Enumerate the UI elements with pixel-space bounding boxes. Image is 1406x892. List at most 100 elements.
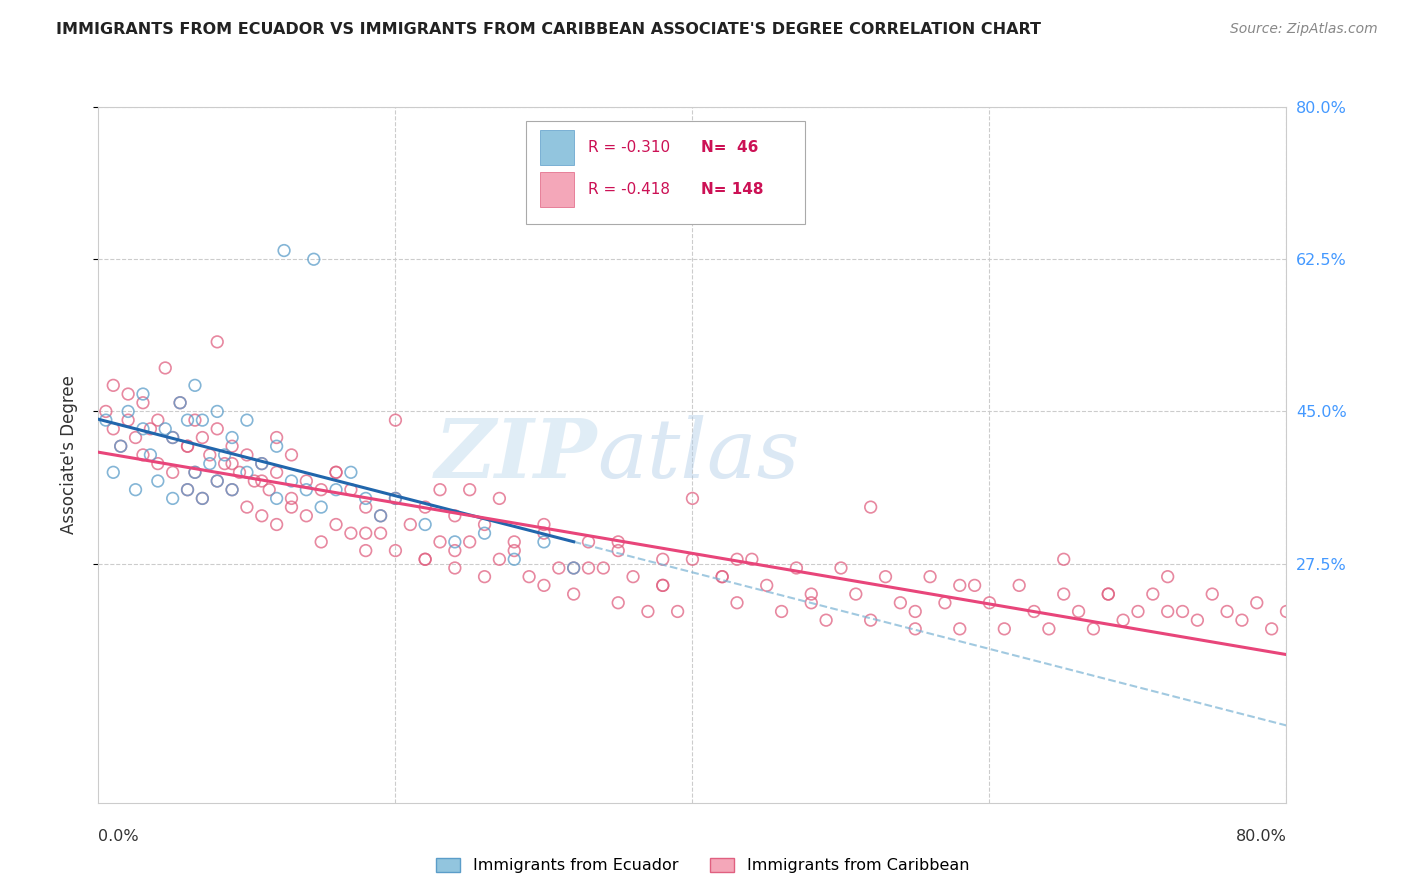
- Point: [651, 578, 673, 592]
- Point: [169, 396, 191, 410]
- Point: [637, 605, 659, 619]
- Point: [830, 561, 852, 575]
- Text: R = -0.310: R = -0.310: [588, 140, 671, 155]
- Text: R = -0.418: R = -0.418: [588, 182, 669, 196]
- Point: [139, 422, 162, 436]
- Point: [110, 439, 132, 453]
- Point: [250, 457, 273, 471]
- Point: [325, 466, 347, 480]
- Point: [458, 534, 481, 549]
- Point: [280, 491, 302, 506]
- Point: [103, 378, 125, 392]
- Point: [266, 517, 288, 532]
- Point: [1171, 605, 1194, 619]
- Point: [384, 491, 406, 506]
- Point: [1097, 587, 1119, 601]
- Point: [176, 483, 198, 497]
- Point: [370, 526, 392, 541]
- Point: [325, 483, 347, 497]
- Point: [354, 543, 377, 558]
- Point: [266, 439, 288, 453]
- Point: [207, 422, 229, 436]
- Point: [845, 587, 868, 601]
- Point: [993, 622, 1015, 636]
- Point: [221, 439, 243, 453]
- Point: [132, 387, 155, 401]
- Point: [198, 457, 221, 471]
- Point: [666, 605, 689, 619]
- Point: [384, 543, 406, 558]
- Point: [889, 596, 911, 610]
- Point: [354, 500, 377, 514]
- Point: [755, 578, 778, 592]
- Point: [920, 570, 942, 584]
- Point: [800, 587, 823, 601]
- Point: [904, 605, 927, 619]
- Point: [325, 466, 347, 480]
- Point: [859, 500, 882, 514]
- Point: [503, 534, 526, 549]
- Point: [741, 552, 763, 566]
- Point: [517, 570, 540, 584]
- Point: [725, 552, 748, 566]
- Point: [155, 422, 177, 436]
- Point: [592, 561, 614, 575]
- Point: [949, 622, 972, 636]
- Text: IMMIGRANTS FROM ECUADOR VS IMMIGRANTS FROM CARIBBEAN ASSOCIATE'S DEGREE CORRELAT: IMMIGRANTS FROM ECUADOR VS IMMIGRANTS FR…: [56, 22, 1042, 37]
- Point: [562, 587, 585, 601]
- Point: [963, 578, 986, 592]
- Point: [1187, 613, 1209, 627]
- Point: [1083, 622, 1105, 636]
- Point: [207, 334, 229, 349]
- Point: [384, 413, 406, 427]
- Point: [474, 526, 496, 541]
- Point: [257, 483, 280, 497]
- Point: [621, 570, 644, 584]
- Point: [176, 439, 198, 453]
- Point: [236, 466, 259, 480]
- Point: [578, 561, 600, 575]
- Point: [370, 508, 392, 523]
- Point: [221, 457, 243, 471]
- Point: [934, 596, 956, 610]
- Point: [770, 605, 793, 619]
- Point: [162, 491, 184, 506]
- Point: [1275, 605, 1298, 619]
- Point: [132, 448, 155, 462]
- Point: [110, 439, 132, 453]
- Point: [221, 431, 243, 445]
- FancyBboxPatch shape: [540, 130, 574, 165]
- Point: [533, 517, 555, 532]
- Text: N=  46: N= 46: [700, 140, 758, 155]
- Point: [117, 404, 139, 418]
- Point: [1126, 605, 1149, 619]
- Point: [651, 552, 673, 566]
- Point: [250, 474, 273, 488]
- Text: atlas: atlas: [598, 415, 800, 495]
- Point: [273, 244, 295, 258]
- Point: [533, 534, 555, 549]
- Point: [607, 534, 630, 549]
- Point: [711, 570, 734, 584]
- Point: [266, 431, 288, 445]
- Point: [578, 534, 600, 549]
- Point: [207, 404, 229, 418]
- Point: [488, 552, 510, 566]
- Text: 80.0%: 80.0%: [1236, 829, 1286, 844]
- Point: [117, 387, 139, 401]
- Point: [214, 457, 236, 471]
- Point: [295, 474, 318, 488]
- Point: [725, 596, 748, 610]
- Point: [302, 252, 325, 267]
- Point: [607, 596, 630, 610]
- Point: [132, 396, 155, 410]
- Point: [384, 491, 406, 506]
- Point: [607, 543, 630, 558]
- Point: [711, 570, 734, 584]
- Point: [1053, 587, 1076, 601]
- Point: [1201, 587, 1223, 601]
- Point: [191, 431, 214, 445]
- Point: [443, 534, 465, 549]
- Point: [354, 526, 377, 541]
- Point: [443, 543, 465, 558]
